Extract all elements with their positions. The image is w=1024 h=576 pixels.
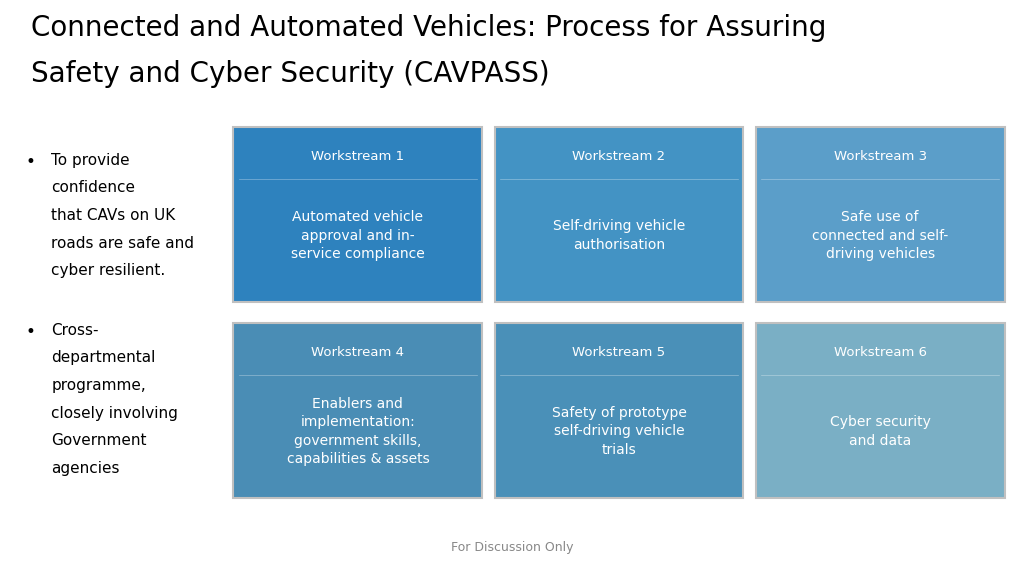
Text: Enablers and
implementation:
government skills,
capabilities & assets: Enablers and implementation: government … bbox=[287, 397, 429, 466]
Text: Workstream 1: Workstream 1 bbox=[311, 150, 404, 163]
Text: Safety and Cyber Security (CAVPASS): Safety and Cyber Security (CAVPASS) bbox=[31, 60, 549, 89]
Text: Safety of prototype
self-driving vehicle
trials: Safety of prototype self-driving vehicle… bbox=[552, 406, 686, 457]
Text: Government: Government bbox=[51, 433, 146, 448]
Text: cyber resilient.: cyber resilient. bbox=[51, 263, 166, 278]
Text: confidence: confidence bbox=[51, 180, 135, 195]
FancyBboxPatch shape bbox=[233, 127, 482, 302]
Text: To provide: To provide bbox=[51, 153, 130, 168]
Text: Connected and Automated Vehicles: Process for Assuring: Connected and Automated Vehicles: Proces… bbox=[31, 14, 826, 43]
Text: •: • bbox=[26, 323, 36, 340]
Text: departmental: departmental bbox=[51, 350, 156, 365]
Text: roads are safe and: roads are safe and bbox=[51, 236, 195, 251]
Text: Safe use of
connected and self-
driving vehicles: Safe use of connected and self- driving … bbox=[812, 210, 948, 261]
Text: Cross-: Cross- bbox=[51, 323, 98, 338]
Text: For Discussion Only: For Discussion Only bbox=[451, 541, 573, 554]
Text: •: • bbox=[26, 153, 36, 170]
Text: closely involving: closely involving bbox=[51, 406, 178, 420]
FancyBboxPatch shape bbox=[233, 323, 482, 498]
Text: Workstream 2: Workstream 2 bbox=[572, 150, 666, 163]
Text: Cyber security
and data: Cyber security and data bbox=[829, 415, 931, 448]
FancyBboxPatch shape bbox=[495, 323, 743, 498]
Text: that CAVs on UK: that CAVs on UK bbox=[51, 208, 175, 223]
Text: programme,: programme, bbox=[51, 378, 146, 393]
Text: Self-driving vehicle
authorisation: Self-driving vehicle authorisation bbox=[553, 219, 685, 252]
Text: Workstream 4: Workstream 4 bbox=[311, 346, 404, 359]
Text: Workstream 3: Workstream 3 bbox=[834, 150, 927, 163]
Text: Workstream 6: Workstream 6 bbox=[834, 346, 927, 359]
Text: Workstream 5: Workstream 5 bbox=[572, 346, 666, 359]
FancyBboxPatch shape bbox=[495, 127, 743, 302]
Text: agencies: agencies bbox=[51, 461, 120, 476]
FancyBboxPatch shape bbox=[756, 127, 1005, 302]
FancyBboxPatch shape bbox=[756, 323, 1005, 498]
Text: Automated vehicle
approval and in-
service compliance: Automated vehicle approval and in- servi… bbox=[291, 210, 425, 261]
